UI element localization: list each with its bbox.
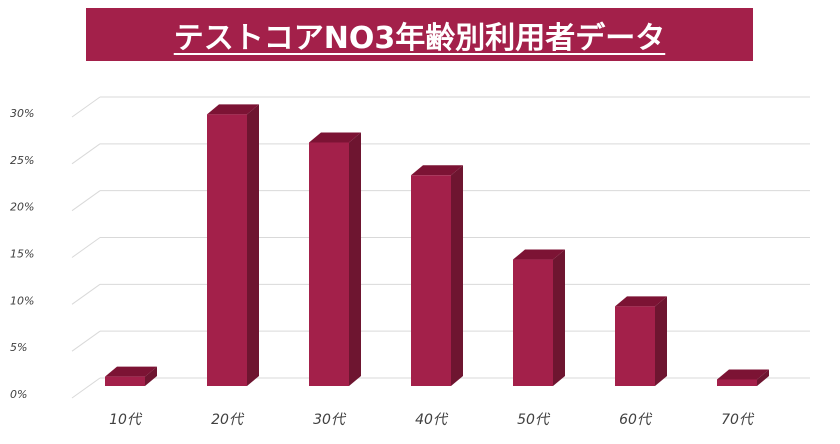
- bar-side: [145, 366, 157, 386]
- x-tick-label: 50代: [517, 412, 551, 428]
- bar-top: [309, 132, 361, 143]
- bar: [105, 376, 145, 386]
- y-tick-label: 15%: [10, 248, 34, 261]
- y-tick-label: 30%: [10, 107, 34, 120]
- gridline-side: [71, 237, 101, 258]
- gridline-side: [71, 143, 101, 165]
- bar: [411, 175, 451, 386]
- gridline-side: [71, 96, 101, 118]
- bar-side: [757, 369, 769, 386]
- bar-top: [105, 366, 157, 377]
- x-tick-label: 60代: [619, 412, 653, 428]
- y-tick-label: 10%: [10, 294, 34, 307]
- bar: [513, 259, 553, 386]
- bar: [309, 142, 349, 386]
- x-tick-label: 10代: [109, 412, 143, 428]
- bar: [207, 114, 247, 386]
- bar-side: [553, 249, 565, 386]
- y-tick-label: 5%: [10, 341, 27, 354]
- bar-side: [655, 296, 667, 386]
- bar-side: [349, 132, 361, 386]
- x-tick-label: 40代: [415, 412, 449, 428]
- bar-top: [207, 104, 259, 115]
- gridline-side: [71, 190, 101, 212]
- title-banner: テストコアNO3年齢別利用者データ: [86, 8, 753, 61]
- chart-title: テストコアNO3年齢別利用者データ: [173, 20, 666, 56]
- bar: [717, 379, 757, 386]
- x-tick-label: 30代: [313, 412, 347, 428]
- y-tick-label: 0%: [10, 388, 27, 401]
- bar-side: [247, 104, 259, 386]
- bar: [615, 306, 655, 386]
- y-tick-label: 25%: [10, 154, 34, 167]
- x-tick-label: 70代: [721, 412, 755, 428]
- gridline-side: [71, 330, 101, 352]
- bar-top: [513, 249, 565, 260]
- bar-top: [615, 296, 667, 307]
- bar-side: [451, 165, 463, 386]
- gridline-side: [71, 377, 101, 399]
- bar-top: [411, 165, 463, 176]
- x-tick-label: 20代: [211, 412, 245, 428]
- bar-top: [717, 369, 769, 380]
- y-tick-label: 20%: [10, 201, 34, 214]
- gridline-side: [71, 283, 101, 305]
